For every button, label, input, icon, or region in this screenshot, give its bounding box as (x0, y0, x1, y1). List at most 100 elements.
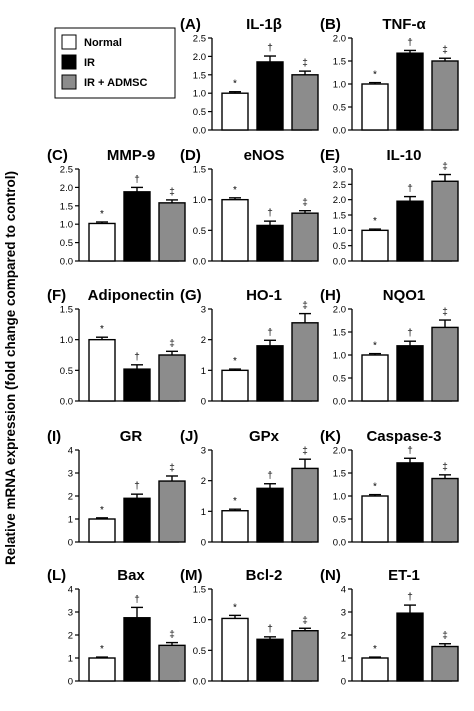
y-tick-label: 1.0 (60, 335, 73, 346)
y-tick-label: 1 (201, 366, 206, 377)
bar-1 (88, 518, 116, 543)
y-tick-label: 2 (201, 335, 206, 346)
significance-marker: * (373, 341, 377, 352)
y-tick-label: 0.5 (333, 241, 346, 252)
panel-title: IL-10 (386, 147, 421, 164)
y-tick-label: 2.5 (60, 165, 73, 176)
significance-marker: † (134, 594, 140, 605)
significance-marker: † (407, 37, 413, 48)
y-tick-label: 2.5 (193, 34, 206, 45)
significance-marker: ‡ (302, 446, 308, 457)
bar-3 (291, 630, 319, 682)
bar-2 (256, 638, 284, 682)
y-tick-label: 1.0 (193, 195, 206, 206)
y-tick-label: 1.0 (193, 615, 206, 626)
y-tick-label: 1.5 (333, 211, 346, 222)
significance-marker: * (373, 482, 377, 493)
panel-title: Bax (117, 567, 145, 584)
y-tick-label: 1 (201, 507, 206, 518)
chart-panel: (F) Adiponectin 0.0 0.5 1.0 1.5 * † ‡ (47, 287, 186, 408)
bar-3 (158, 644, 186, 682)
y-tick-label: 0 (201, 538, 206, 549)
y-tick-label: 0.0 (333, 257, 346, 268)
significance-marker: ‡ (302, 198, 308, 209)
panel-title: Adiponectin (88, 287, 175, 304)
y-tick-label: 0.5 (333, 103, 346, 114)
y-tick-label: 2.5 (333, 180, 346, 191)
panel-title: GR (120, 428, 143, 445)
y-tick-label: 0.0 (333, 538, 346, 549)
y-tick-label: 2 (68, 492, 73, 503)
significance-marker: † (407, 445, 413, 456)
y-tick-label: 3 (341, 608, 346, 619)
chart-panel: (E) IL-10 0.0 0.5 1.0 1.5 2.0 2.5 3.0 * † ‡ (320, 147, 459, 268)
y-tick-label: 0 (201, 397, 206, 408)
significance-marker: † (134, 174, 140, 185)
y-tick-label: 0.0 (333, 126, 346, 137)
y-tick-label: 2 (201, 476, 206, 487)
bar-1 (361, 229, 389, 262)
chart-panel: (K) Caspase-3 0.0 0.5 1.0 1.5 2.0 * † ‡ (320, 428, 459, 549)
significance-marker: † (267, 208, 273, 219)
y-tick-label: 0.5 (333, 374, 346, 385)
bar-2 (256, 224, 284, 262)
significance-marker: * (373, 70, 377, 81)
y-axis-title: Relative mRNA expression (fold change co… (3, 171, 18, 565)
significance-marker: ‡ (169, 463, 175, 474)
bar-1 (221, 92, 249, 131)
significance-marker: * (100, 644, 104, 655)
chart-panel: (H) NQO1 0.0 0.5 1.0 1.5 2.0 * † ‡ (320, 287, 459, 408)
panel-label: (F) (47, 287, 66, 304)
significance-marker: † (267, 624, 273, 635)
y-tick-label: 4 (341, 585, 346, 596)
bar-1 (221, 198, 249, 262)
legend-label: IR (84, 57, 95, 69)
panel-label: (M) (180, 567, 203, 584)
y-tick-label: 0 (341, 677, 346, 688)
y-tick-label: 0.5 (193, 646, 206, 657)
y-tick-label: 1 (68, 654, 73, 665)
y-tick-label: 2.0 (333, 34, 346, 45)
y-tick-label: 0.5 (333, 515, 346, 526)
significance-marker: † (134, 352, 140, 363)
y-tick-label: 0.0 (60, 397, 73, 408)
significance-marker: † (134, 481, 140, 492)
significance-marker: ‡ (169, 630, 175, 641)
significance-marker: * (233, 496, 237, 507)
legend-label: Normal (84, 37, 122, 49)
y-tick-label: 0.0 (193, 126, 206, 137)
y-tick-label: 1.0 (60, 220, 73, 231)
bar-2 (123, 191, 151, 262)
y-tick-label: 1.0 (333, 492, 346, 503)
significance-marker: ‡ (442, 462, 448, 473)
y-tick-label: 1.5 (60, 201, 73, 212)
significance-marker: ‡ (302, 301, 308, 312)
bar-3 (431, 326, 459, 402)
y-tick-label: 1 (341, 654, 346, 665)
bar-2 (123, 617, 151, 682)
panel-title: eNOS (244, 147, 285, 164)
panels: (A) IL-1β 0.0 0.5 1.0 1.5 2.0 2.5 * † ‡ (B) TNF-α 0.0… (47, 16, 459, 688)
bar-2 (396, 52, 424, 131)
significance-marker: ‡ (169, 187, 175, 198)
legend-swatch (61, 74, 77, 90)
chart-panel: (J) GPx 0 1 2 3 * † ‡ (180, 428, 319, 549)
bar-3 (431, 180, 459, 262)
y-tick-label: 1.5 (333, 57, 346, 68)
bar-2 (396, 612, 424, 682)
chart-panel: (L) Bax 0 1 2 3 4 * † ‡ (47, 567, 186, 688)
y-tick-label: 1 (68, 515, 73, 526)
significance-marker: * (373, 644, 377, 655)
y-tick-label: 0 (68, 538, 73, 549)
y-tick-label: 3 (201, 446, 206, 457)
panel-label: (B) (320, 16, 341, 33)
significance-marker: * (233, 79, 237, 90)
significance-marker: * (373, 216, 377, 227)
significance-marker: * (233, 185, 237, 196)
panel-label: (E) (320, 147, 340, 164)
y-tick-label: 1.5 (193, 585, 206, 596)
significance-marker: ‡ (302, 615, 308, 626)
significance-marker: * (100, 324, 104, 335)
chart-panel: (G) HO-1 0 1 2 3 * † ‡ (180, 287, 319, 408)
chart-panel: (A) IL-1β 0.0 0.5 1.0 1.5 2.0 2.5 * † ‡ (180, 16, 319, 137)
